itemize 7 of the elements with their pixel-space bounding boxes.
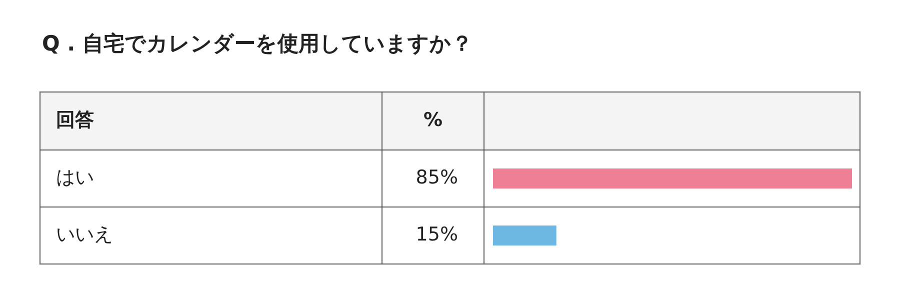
data-label: 15% [416,224,458,246]
y-tick-label: いいえ [56,224,113,246]
text: Q . 自宅でカレンダーを使用していますか？ [42,32,472,56]
data-label: 85% [416,166,458,189]
y-tick-label: はい [56,166,94,189]
x-axis-title: % [423,109,443,132]
y-axis-title: 回答 [56,109,94,132]
